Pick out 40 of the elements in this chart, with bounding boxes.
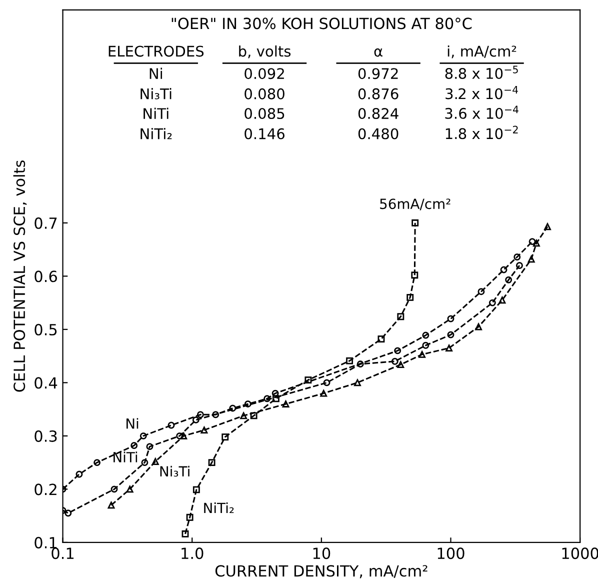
series-label: Ni [126, 418, 138, 429]
y-tick-label: 0.2 [34, 484, 56, 496]
annotation: Ni₃Ti [140, 88, 172, 100]
annotation: 0.092 [244, 68, 284, 80]
y-tick-label: 0.7 [34, 217, 57, 229]
annotation: 0.876 [358, 88, 398, 100]
y-tick-label: 0.1 [34, 536, 57, 548]
y-tick-label: 0.5 [34, 324, 57, 336]
y-tick-label: 0.6 [34, 270, 57, 282]
annotation: 56mA/cm² [380, 198, 450, 210]
annotation: 0.824 [358, 108, 398, 120]
series-label: Ni₃Ti [160, 466, 190, 477]
annotation: 0.972 [358, 68, 398, 80]
annotation: 0.146 [244, 128, 284, 140]
annotation: i, mA/cm² [448, 45, 516, 58]
y-tick-label: 0.4 [34, 377, 58, 389]
y-tick-label: 0.3 [34, 430, 57, 442]
annotation: 3.6 x 10$^{−4}$ [445, 106, 518, 119]
annotation: 0.080 [244, 88, 284, 100]
series-label: NiTi [114, 452, 138, 462]
annotation: 0.085 [244, 108, 284, 120]
annotation: 8.8 x 10$^{−5}$ [445, 66, 518, 79]
annotation: Ni [150, 68, 162, 79]
x-tick-label: 100 [438, 548, 464, 560]
annotation: α [374, 48, 382, 57]
chart-title: "OER" IN 30% KOH SOLUTIONS AT 80°C [172, 18, 472, 30]
x-tick-label: 1.0 [182, 548, 204, 560]
x-tick-label: 0.1 [52, 548, 74, 560]
annotation: 0.480 [358, 128, 398, 140]
series-label: NiTi₂ [204, 502, 234, 514]
x-tick-label: 1000 [562, 548, 598, 560]
x-tick-label: 10 [313, 548, 330, 560]
x-axis-title: CURRENT DENSITY, mA/cm² [215, 565, 428, 578]
annotation: NiTi₂ [140, 128, 172, 140]
annotation: NiTi [144, 108, 168, 119]
annotation: 3.2 x 10$^{−4}$ [446, 86, 518, 100]
annotation: b, volts [239, 45, 291, 58]
annotation: ELECTRODES [108, 46, 204, 57]
annotation: 1.8 x 10$^{−2}$ [446, 126, 518, 140]
y-axis-title: CELL POTENTIAL VS SCE, volts [13, 160, 27, 392]
